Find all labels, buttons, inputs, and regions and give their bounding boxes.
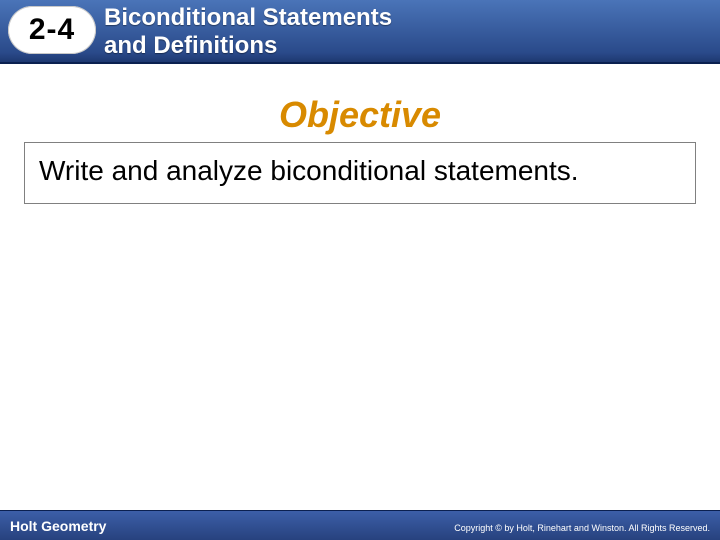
objective-text: Write and analyze biconditional statemen… (39, 153, 681, 189)
lesson-number-badge: 2-4 (8, 6, 96, 54)
slide: 2-4 Biconditional Statements and Definit… (0, 0, 720, 540)
footer-copyright: Copyright © by Holt, Rinehart and Winsto… (454, 523, 710, 533)
objective-box: Write and analyze biconditional statemen… (24, 142, 696, 204)
lesson-title: Biconditional Statements and Definitions (104, 4, 712, 60)
lesson-title-line2: and Definitions (104, 32, 277, 59)
footer-band: Holt Geometry Copyright © by Holt, Rineh… (0, 510, 720, 540)
objective-heading: Objective (0, 94, 720, 136)
header-band: 2-4 Biconditional Statements and Definit… (0, 0, 720, 64)
lesson-number: 2-4 (29, 13, 75, 47)
footer-publisher: Holt Geometry (10, 518, 106, 534)
lesson-title-line1: Biconditional Statements (104, 4, 392, 31)
